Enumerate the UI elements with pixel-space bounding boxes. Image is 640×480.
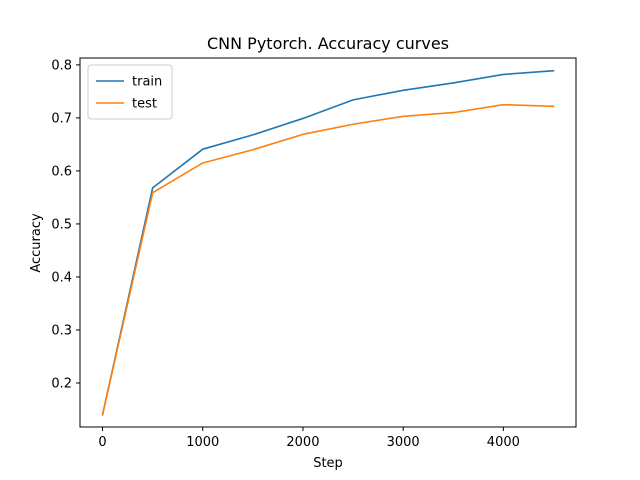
y-tick-label-4: 0.6 <box>51 164 72 179</box>
series-line-train <box>101 69 555 416</box>
legend-label-test: test <box>132 97 157 112</box>
x-tick-label-1: 1000 <box>186 435 219 450</box>
x-axis-label: Step <box>313 456 343 471</box>
y-tick-label-2: 0.4 <box>51 270 72 285</box>
x-tick-label-3: 3000 <box>387 435 420 450</box>
y-tick-label-0: 0.2 <box>51 376 72 391</box>
x-tick-label-0: 0 <box>98 435 106 450</box>
plot-frame <box>79 57 577 428</box>
legend-label-train: train <box>132 75 162 90</box>
y-tick-label-6: 0.8 <box>51 58 72 73</box>
x-tick-label-2: 2000 <box>286 435 319 450</box>
series-line-test <box>101 103 555 416</box>
y-tick-label-3: 0.5 <box>51 217 72 232</box>
y-tick-label-5: 0.7 <box>51 111 72 126</box>
plot-area <box>79 57 577 428</box>
y-tick-label-1: 0.3 <box>51 323 72 338</box>
x-axis: 0 1000 2000 3000 4000 <box>98 427 520 450</box>
y-axis-label: Accuracy <box>29 213 44 273</box>
chart-title: CNN Pytorch. Accuracy curves <box>207 34 449 53</box>
legend: train test <box>87 64 173 120</box>
legend-box <box>87 64 173 120</box>
series-lines <box>101 69 555 416</box>
x-tick-label-4: 4000 <box>487 435 520 450</box>
y-axis: 0.2 0.3 0.4 0.5 0.6 0.7 0.8 <box>51 58 80 391</box>
